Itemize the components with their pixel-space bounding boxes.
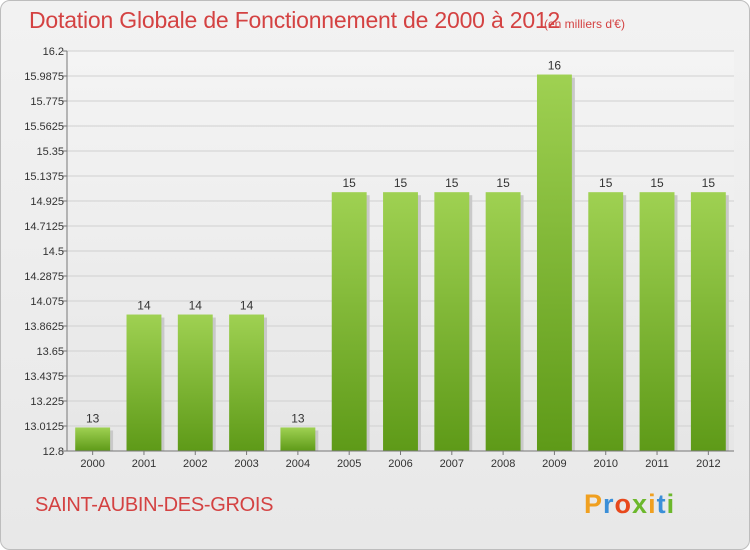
y-tick-label: 14.075 <box>30 296 64 308</box>
logo-letter: o <box>614 489 633 519</box>
bar-2002 <box>177 314 213 451</box>
data-labels: 13 14 14 14 13 15 15 15 15 16 15 15 15 <box>86 59 715 426</box>
y-tick-label: 14.925 <box>30 196 64 208</box>
bar-2008 <box>485 192 521 452</box>
proxiti-logo: Proxiti <box>584 489 675 520</box>
chart-unit: (en milliers d'€) <box>544 17 625 31</box>
data-label: 13 <box>86 411 100 425</box>
x-tick-label: 2004 <box>286 458 310 470</box>
bar-2004 <box>280 427 316 451</box>
data-label: 15 <box>394 176 408 190</box>
data-label: 14 <box>189 299 203 313</box>
x-tick-label: 2003 <box>234 458 258 470</box>
data-label: 13 <box>291 411 305 425</box>
x-tick-label: 2010 <box>593 458 617 470</box>
y-tick-label: 13.0125 <box>24 421 64 433</box>
data-label: 15 <box>343 176 357 190</box>
y-tick-label: 15.35 <box>36 146 64 158</box>
bar-2011 <box>639 192 675 452</box>
bar-2007 <box>434 192 470 452</box>
x-tick-label: 2012 <box>696 458 720 470</box>
x-tick-label: 2002 <box>183 458 207 470</box>
bars <box>75 74 729 452</box>
x-axis: 2000 2001 2002 2003 2004 2005 2006 2007 2008 2009… <box>80 451 721 470</box>
data-label: 16 <box>548 59 562 73</box>
x-tick-label: 2006 <box>388 458 412 470</box>
data-label: 14 <box>137 299 151 313</box>
y-tick-label: 16.2 <box>43 46 64 58</box>
logo-letter: t <box>656 489 667 519</box>
y-tick-label: 13.225 <box>30 396 64 408</box>
x-tick-label: 2008 <box>491 458 515 470</box>
y-tick-label: 12.8 <box>43 446 64 458</box>
y-tick-label: 15.1375 <box>24 171 64 183</box>
place-name: SAINT-AUBIN-DES-GROIS <box>35 494 274 516</box>
bar-2012 <box>690 192 726 452</box>
data-label: 15 <box>496 176 510 190</box>
bar-2005 <box>331 192 367 452</box>
logo-letter: i <box>666 489 676 519</box>
bar-2000 <box>75 427 111 451</box>
y-tick-label: 14.2875 <box>24 271 64 283</box>
bar-2003 <box>229 314 265 451</box>
y-axis: 12.8 13.0125 13.225 13.4375 13.65 13.8625 14.0… <box>24 46 734 458</box>
bar-2009 <box>536 74 572 451</box>
y-tick-label: 13.8625 <box>24 321 64 333</box>
x-tick-label: 2011 <box>645 458 669 470</box>
y-tick-label: 13.4375 <box>24 371 64 383</box>
y-tick-label: 15.775 <box>30 96 64 108</box>
bar-2001 <box>126 314 162 451</box>
data-label: 15 <box>702 176 716 190</box>
data-label: 15 <box>445 176 459 190</box>
y-tick-label: 15.5625 <box>24 121 64 133</box>
chart-title: Dotation Globale de Fonctionnement de 20… <box>29 7 561 33</box>
data-label: 15 <box>650 176 664 190</box>
x-tick-label: 2007 <box>440 458 464 470</box>
logo-letter: r <box>603 489 615 519</box>
y-tick-label: 14.7125 <box>24 221 64 233</box>
logo-letter: P <box>584 489 604 519</box>
y-tick-label: 13.65 <box>36 346 64 358</box>
x-tick-label: 2009 <box>542 458 566 470</box>
logo-letter: i <box>648 489 657 519</box>
bar-2006 <box>383 192 418 452</box>
x-tick-label: 2001 <box>132 458 156 470</box>
x-tick-label: 2005 <box>337 458 361 470</box>
y-tick-label: 15.9875 <box>24 71 64 83</box>
data-label: 14 <box>240 299 254 313</box>
x-tick-label: 2000 <box>80 458 104 470</box>
y-tick-label: 14.5 <box>43 246 64 258</box>
data-label: 15 <box>599 176 613 190</box>
logo-letter: x <box>632 489 649 519</box>
bar-2010 <box>588 192 624 452</box>
